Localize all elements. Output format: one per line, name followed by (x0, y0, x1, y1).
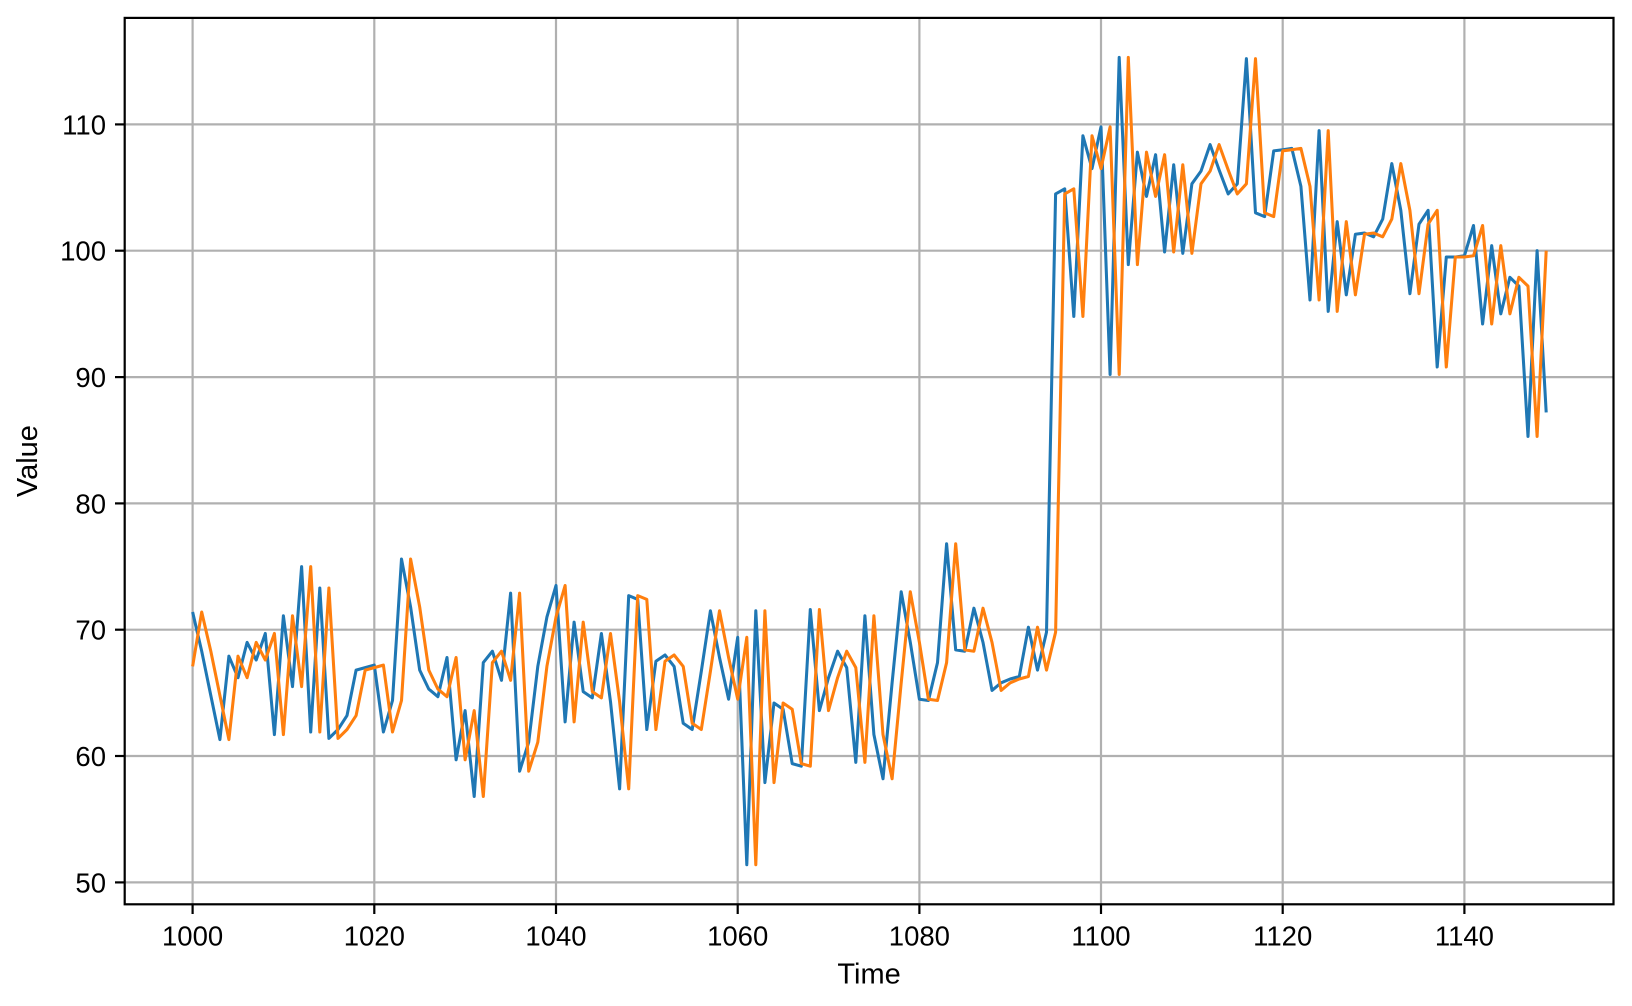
svg-text:1060: 1060 (707, 921, 768, 952)
svg-text:1100: 1100 (1071, 921, 1130, 952)
svg-text:1020: 1020 (344, 921, 405, 952)
svg-text:Time: Time (837, 959, 900, 991)
svg-text:1040: 1040 (525, 921, 586, 952)
svg-text:1120: 1120 (1253, 921, 1312, 952)
svg-text:110: 110 (62, 109, 106, 140)
svg-text:80: 80 (75, 488, 106, 519)
svg-text:70: 70 (75, 615, 106, 646)
svg-text:1140: 1140 (1435, 921, 1494, 952)
svg-text:50: 50 (75, 867, 106, 898)
svg-text:Value: Value (12, 425, 44, 497)
svg-text:100: 100 (60, 236, 106, 267)
svg-text:1080: 1080 (889, 921, 950, 952)
svg-text:60: 60 (75, 741, 106, 772)
svg-text:1000: 1000 (162, 921, 223, 952)
svg-text:90: 90 (75, 362, 106, 393)
